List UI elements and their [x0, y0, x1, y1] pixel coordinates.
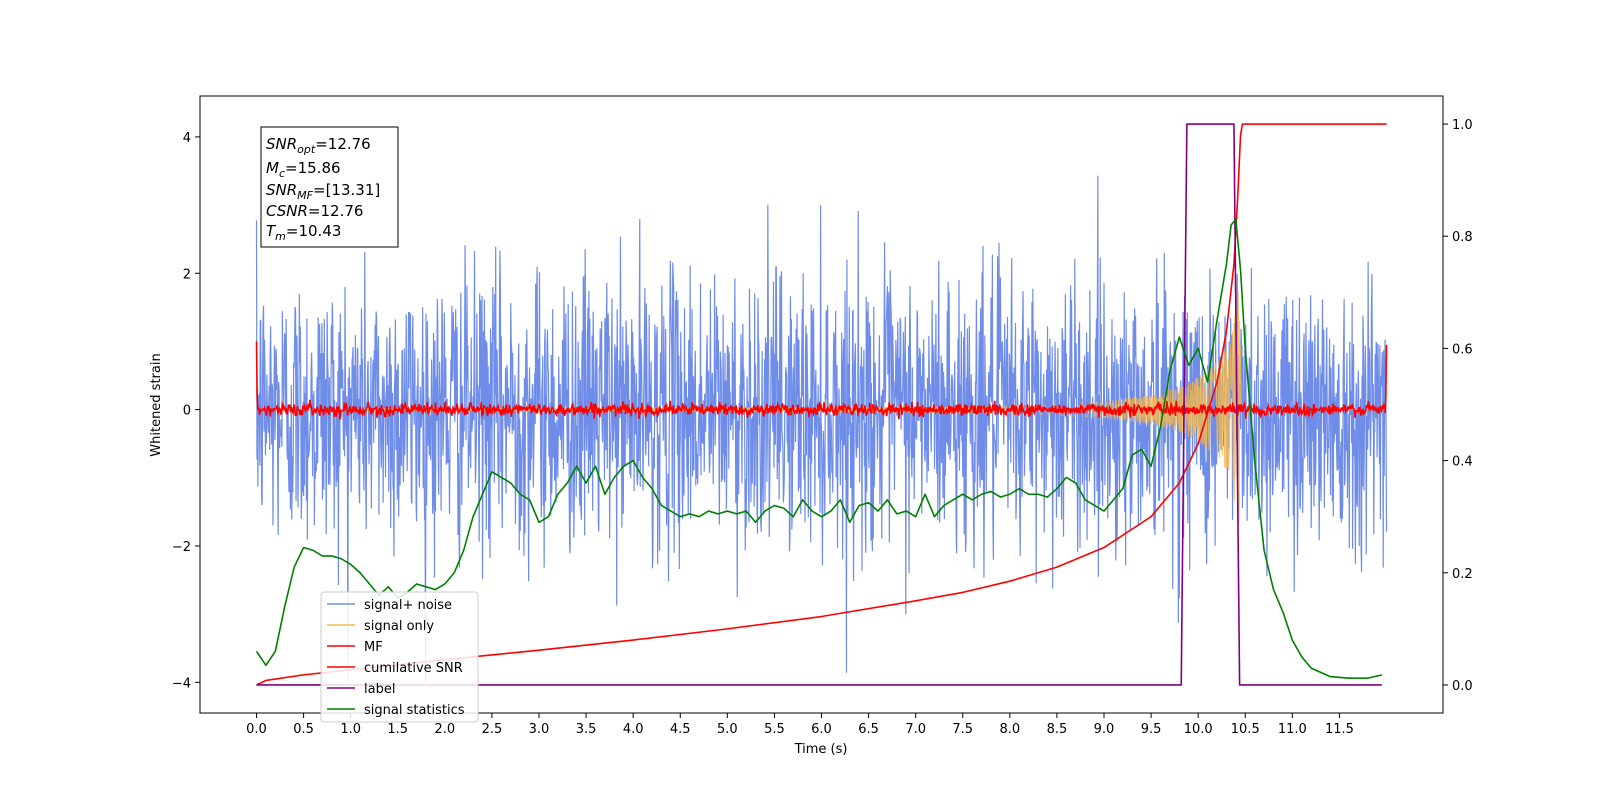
- info-tm: Tm=10.43: [266, 222, 341, 243]
- info-snr-opt: SNRopt=12.76: [266, 135, 371, 156]
- legend-label-signal-statistics: signal statistics: [364, 703, 465, 718]
- x-tick-label: 11.5: [1325, 722, 1354, 737]
- x-tick-label: 2.5: [482, 722, 503, 737]
- x-tick-label: 9.0: [1094, 722, 1115, 737]
- x-tick-label: 3.5: [576, 722, 597, 737]
- info-snr-mf: SNRMF=[13.31]: [266, 181, 380, 202]
- legend-item-label: label: [327, 682, 395, 697]
- y-axis-left-ticks: −4 −2 0 2 4: [172, 131, 200, 691]
- y-right-tick-label: 0.6: [1452, 342, 1473, 357]
- info-box: SNRopt=12.76 Mc=15.86 SNRMF=[13.31] CSNR…: [260, 126, 399, 248]
- x-tick-label: 3.0: [529, 722, 550, 737]
- x-tick-label: 2.0: [434, 722, 455, 737]
- legend-item-signal-only: signal only: [327, 619, 434, 634]
- y-right-tick-label: 0.2: [1452, 567, 1473, 582]
- y-left-tick-label: 4: [183, 131, 191, 146]
- y-right-tick-label: 1.0: [1452, 118, 1473, 133]
- legend-label-mf: MF: [364, 640, 383, 655]
- x-tick-label: 1.0: [340, 722, 361, 737]
- x-tick-label: 6.5: [858, 722, 879, 737]
- x-tick-label: 8.0: [999, 722, 1020, 737]
- x-tick-label: 9.5: [1141, 722, 1162, 737]
- x-axis-label: Time (s): [794, 742, 848, 757]
- x-tick-label: 8.5: [1047, 722, 1068, 737]
- legend: signal+ noise signal only MF cumilative …: [320, 591, 479, 723]
- y-right-tick-label: 0.0: [1452, 679, 1473, 694]
- legend-label-signal-only: signal only: [364, 619, 434, 634]
- legend-label-cumilative-snr: cumilative SNR: [364, 661, 463, 676]
- y-axis-left-label: Whitened strain: [149, 353, 164, 456]
- y-right-tick-label: 0.8: [1452, 230, 1473, 245]
- x-tick-label: 4.0: [623, 722, 644, 737]
- x-tick-label: 0.0: [246, 722, 267, 737]
- legend-item-signal-noise: signal+ noise: [327, 598, 452, 613]
- x-tick-label: 5.0: [717, 722, 738, 737]
- series-label: [256, 123, 1382, 686]
- x-tick-label: 0.5: [293, 722, 314, 737]
- y-left-tick-label: 0: [183, 404, 191, 419]
- x-tick-label: 6.0: [811, 722, 832, 737]
- y-left-tick-label: 2: [183, 267, 191, 282]
- legend-item-signal-statistics: signal statistics: [327, 703, 465, 718]
- y-left-tick-label: −4: [172, 676, 191, 691]
- y-left-tick-label: −2: [172, 540, 191, 555]
- x-tick-label: 10.5: [1231, 722, 1260, 737]
- legend-frame: [320, 591, 479, 723]
- x-tick-label: 7.0: [905, 722, 926, 737]
- legend-item-mf: MF: [327, 640, 383, 655]
- y-right-tick-label: 0.4: [1452, 455, 1473, 470]
- x-tick-label: 7.5: [952, 722, 973, 737]
- legend-label-signal-noise: signal+ noise: [364, 598, 452, 613]
- x-tick-label: 1.5: [387, 722, 408, 737]
- x-tick-label: 4.5: [670, 722, 691, 737]
- legend-item-cumilative-snr: cumilative SNR: [327, 661, 463, 676]
- info-csnr: CSNR=12.76: [266, 202, 363, 220]
- info-mc: Mc=15.86: [266, 159, 341, 180]
- legend-label-label: label: [364, 682, 395, 697]
- series-signal-statistics: [255, 218, 1382, 680]
- x-tick-label: 11.0: [1278, 722, 1307, 737]
- info-box-frame: [260, 126, 399, 248]
- x-tick-label: 5.5: [764, 722, 785, 737]
- series-mf: [255, 341, 1388, 420]
- x-axis-ticks: 0.0 0.5 1.0 1.5 2.0 2.5 3.0 3.5 4.0 4.5 5.0 5.5 6.0 6…: [246, 713, 1354, 737]
- series-signal-noise: [255, 175, 1388, 683]
- x-tick-label: 10.0: [1184, 722, 1213, 737]
- y-axis-right-ticks: 0.0 0.2 0.4 0.6 0.8 1.0: [1443, 118, 1473, 694]
